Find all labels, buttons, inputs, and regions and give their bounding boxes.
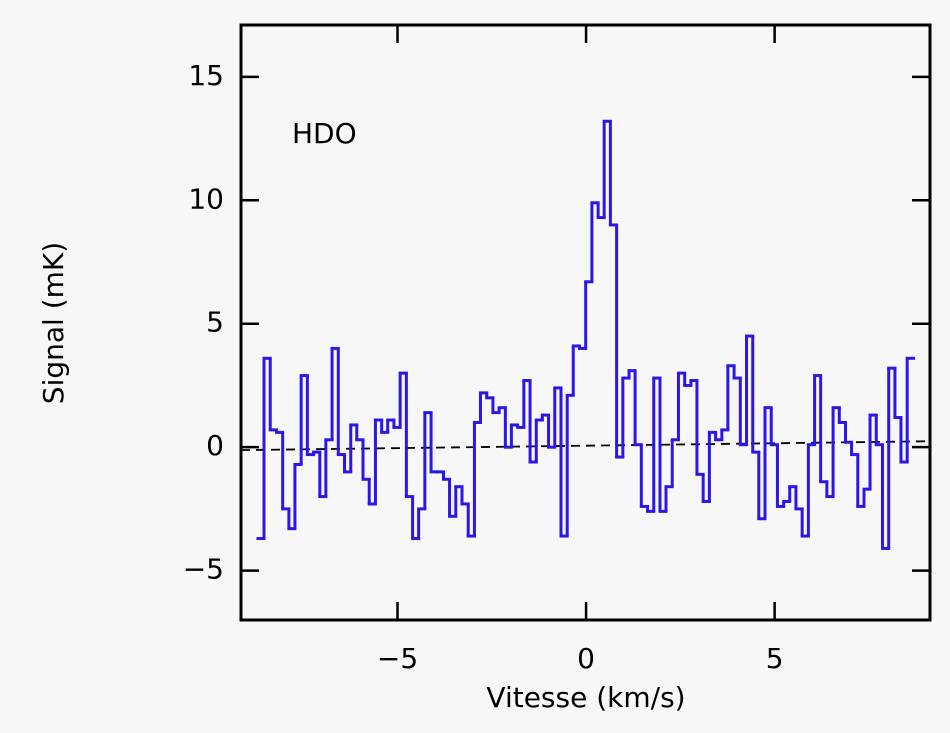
y-tick-label: 5 xyxy=(206,306,224,339)
y-tick-label: 0 xyxy=(206,429,224,462)
annotation: HDO xyxy=(292,117,357,150)
y-tick-label: 15 xyxy=(188,59,224,92)
y-axis-title: Signal (mK) xyxy=(37,242,70,404)
plot-frame xyxy=(239,23,932,622)
x-tick-label: −5 xyxy=(377,642,418,675)
x-tick-label: 0 xyxy=(577,642,595,675)
baseline xyxy=(240,440,931,452)
y-tick-label: 10 xyxy=(188,182,224,215)
y-tick-label: −5 xyxy=(183,553,224,586)
x-tick-label: 5 xyxy=(766,642,784,675)
x-axis-title: Vitesse (km/s) xyxy=(486,681,685,714)
